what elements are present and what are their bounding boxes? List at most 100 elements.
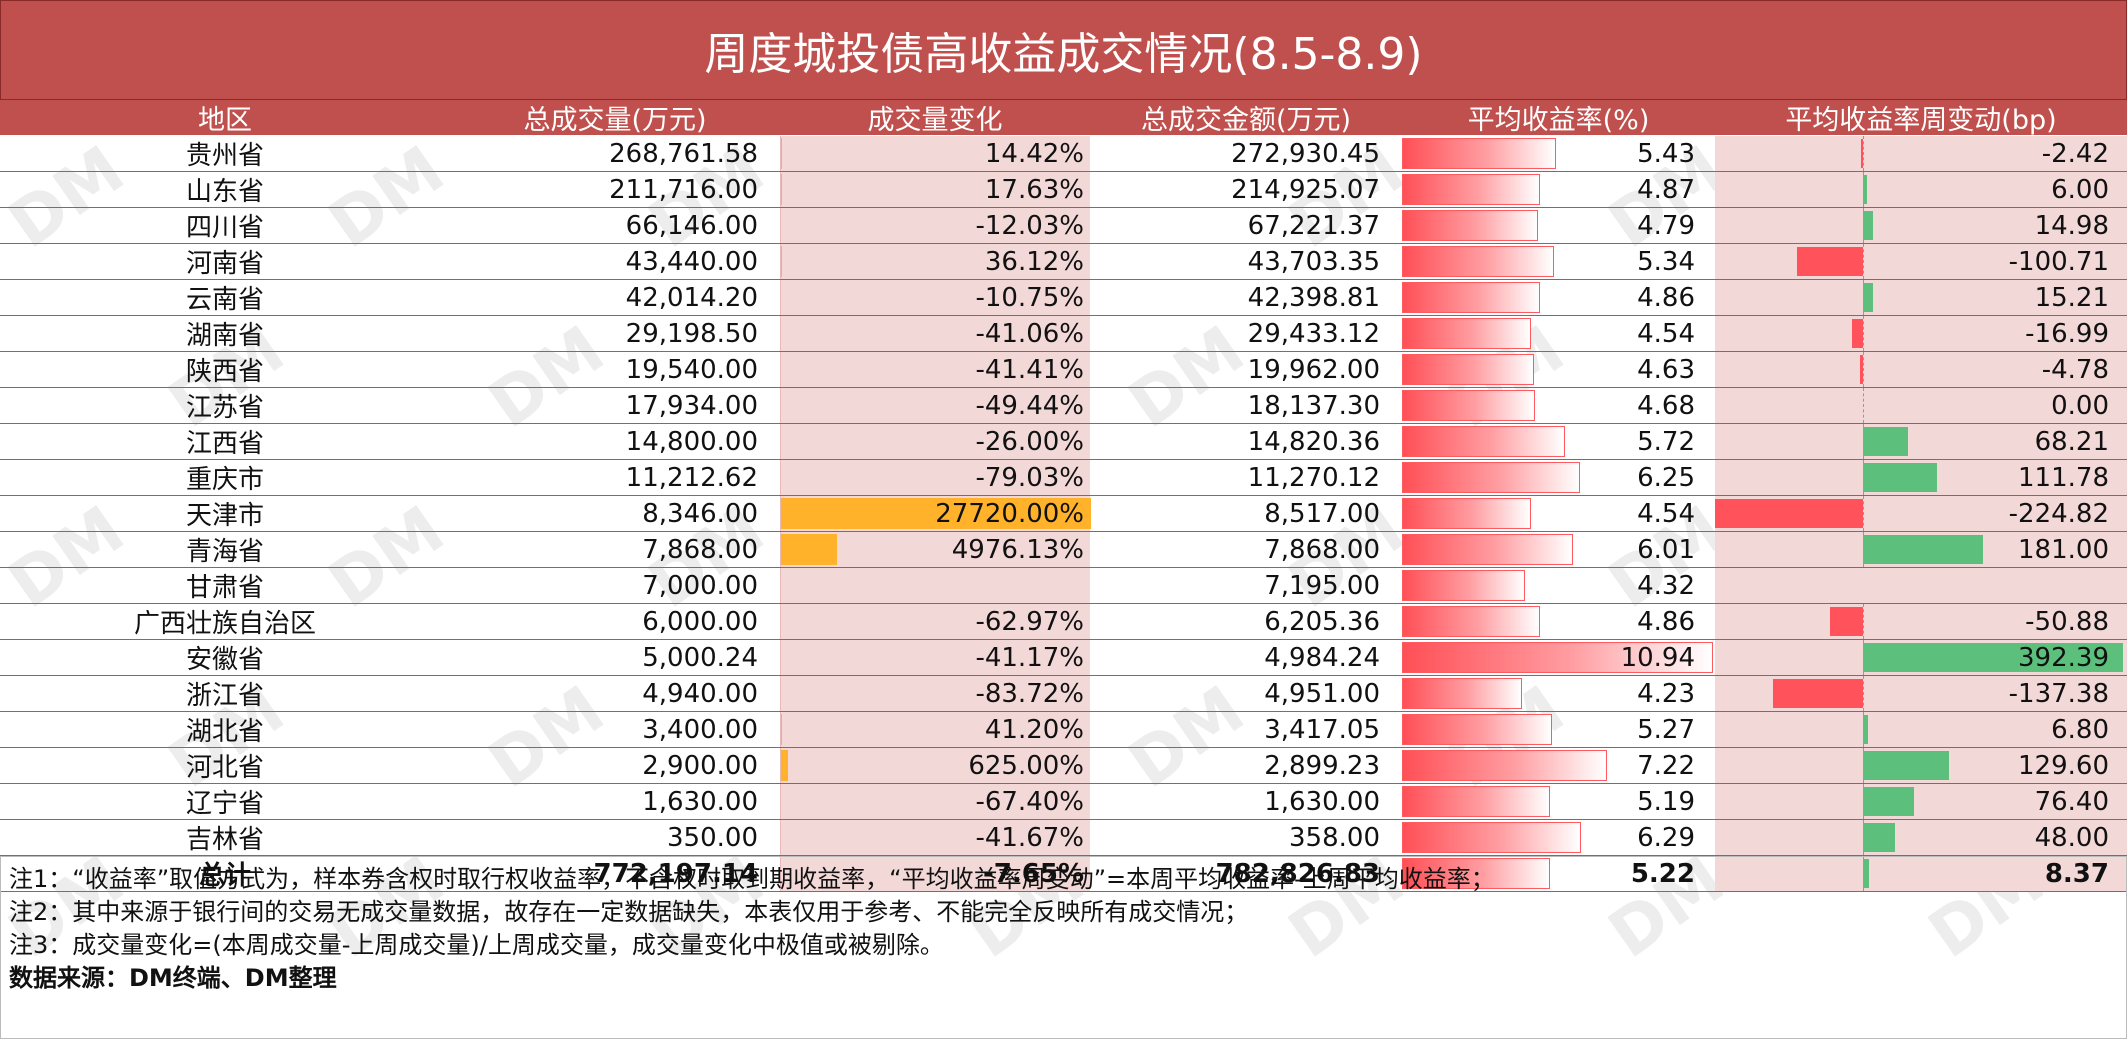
yield-change-cell-text: 76.40 (2034, 786, 2109, 817)
yield-change-negative-bar (1851, 319, 1863, 348)
volume-change-cell-text: 14.42% (984, 138, 1084, 169)
yield-change-cell-text: 48.00 (2034, 822, 2109, 853)
yield-change-axis (1863, 136, 1864, 171)
avg-yield-cell-text: 4.79 (1637, 210, 1695, 241)
yield-change-axis (1863, 676, 1864, 711)
amount-cell: 8,517.00 (1090, 496, 1402, 531)
amount-cell-text: 19,962.00 (1247, 354, 1380, 385)
volume-cell: 1,630.00 (450, 784, 780, 819)
avg-yield-cell: 5.27 (1402, 712, 1715, 747)
region-cell: 浙江省 (0, 676, 450, 711)
volume-cell: 7,000.00 (450, 568, 780, 603)
volume-change-cell-text: -12.03% (975, 210, 1084, 241)
yield-change-positive-bar (1863, 211, 1873, 240)
yield-change-cell: -2.42 (1715, 136, 2127, 171)
yield-change-axis (1863, 352, 1864, 387)
table-row: 河南省 43,440.00 36.12% 43,703.35 5.34 -100.71 (0, 244, 2127, 280)
volume-change-cell-text: 17.63% (984, 174, 1084, 205)
volume-change-cell-text: 41.20% (984, 714, 1084, 745)
table-row: 云南省 42,014.20 -10.75% 42,398.81 4.86 15.21 (0, 280, 2127, 316)
region-cell-text: 浙江省 (185, 681, 264, 711)
region-cell-text: 江西省 (185, 429, 264, 459)
region-cell: 安徽省 (0, 640, 450, 675)
avg-yield-cell-text: 6.25 (1637, 462, 1695, 493)
yield-change-positive-bar (1863, 643, 2123, 672)
amount-cell: 4,951.00 (1090, 676, 1402, 711)
volume-cell-text: 17,934.00 (625, 390, 758, 421)
avg-yield-bar (1402, 678, 1523, 709)
volume-change-cell-text: -62.97% (975, 606, 1084, 637)
volume-cell: 17,934.00 (450, 388, 780, 423)
volume-change-bar (781, 138, 782, 169)
amount-cell-text: 272,930.45 (1231, 138, 1380, 169)
header-volume-change: 成交量变化 (867, 105, 1003, 136)
header-yield-change: 平均收益率周变动(bp) (1785, 105, 2057, 136)
volume-cell-text: 2,900.00 (642, 750, 758, 781)
avg-yield-bar (1402, 498, 1532, 529)
total-row: 总计 772,197.14 -7.65% 782,826.83 5.22 8.37 (0, 856, 2127, 892)
volume-change-cell: -41.17% (780, 640, 1090, 675)
region-cell-text: 辽宁省 (185, 789, 264, 819)
yield-change-cell: -4.78 (1715, 352, 2127, 387)
volume-change-cell: -26.00% (780, 424, 1090, 459)
avg-yield-bar (1402, 858, 1551, 889)
avg-yield-bar (1402, 138, 1557, 169)
volume-change-cell: 4976.13% (780, 532, 1090, 567)
avg-yield-cell: 5.19 (1402, 784, 1715, 819)
avg-yield-cell-text: 4.63 (1637, 354, 1695, 385)
table-row: 重庆市 11,212.62 -79.03% 11,270.12 6.25 111.78 (0, 460, 2127, 496)
amount-cell-text: 18,137.30 (1247, 390, 1380, 421)
amount-cell-text: 4,984.24 (1264, 642, 1380, 673)
yield-change-negative-bar (1772, 679, 1863, 708)
region-cell: 重庆市 (0, 460, 450, 495)
yield-change-positive-bar (1863, 751, 1949, 780)
region-cell: 辽宁省 (0, 784, 450, 819)
avg-yield-cell-text: 4.68 (1637, 390, 1695, 421)
volume-change-bar (781, 714, 782, 745)
volume-cell: 42,014.20 (450, 280, 780, 315)
notes-section: 注1：“收益率”取值方式为，样本券含权时取行权收益率，不含权时取到期收益率，“平… (0, 856, 2127, 1039)
volume-cell-text: 6,000.00 (642, 606, 758, 637)
yield-change-positive-bar (1863, 823, 1895, 852)
yield-change-cell: 8.37 (1715, 856, 2127, 891)
region-cell: 江苏省 (0, 388, 450, 423)
avg-yield-cell-text: 5.27 (1637, 714, 1695, 745)
volume-change-cell-text: -41.41% (975, 354, 1084, 385)
yield-change-cell-text: 129.60 (2018, 750, 2109, 781)
volume-change-bar (781, 750, 788, 781)
table-row: 四川省 66,146.00 -12.03% 67,221.37 4.79 14.98 (0, 208, 2127, 244)
yield-change-positive-bar (1863, 859, 1869, 888)
volume-change-cell-text: -41.67% (975, 822, 1084, 853)
volume-cell-text: 211,716.00 (609, 174, 758, 205)
amount-cell-text: 6,205.36 (1264, 606, 1380, 637)
amount-cell: 14,820.36 (1090, 424, 1402, 459)
avg-yield-cell: 4.79 (1402, 208, 1715, 243)
volume-change-cell (780, 568, 1090, 603)
table-row: 贵州省 268,761.58 14.42% 272,930.45 5.43 -2.42 (0, 136, 2127, 172)
amount-cell: 6,205.36 (1090, 604, 1402, 639)
region-cell-text: 湖南省 (185, 321, 264, 351)
table-row: 吉林省 350.00 -41.67% 358.00 6.29 48.00 (0, 820, 2127, 856)
yield-change-positive-bar (1863, 463, 1938, 492)
avg-yield-cell: 4.54 (1402, 496, 1715, 531)
region-cell: 四川省 (0, 208, 450, 243)
volume-change-cell-text: -26.00% (975, 426, 1084, 457)
volume-change-cell-text: -79.03% (975, 462, 1084, 493)
amount-cell-text: 7,195.00 (1264, 570, 1380, 601)
region-cell-text: 重庆市 (185, 465, 264, 495)
avg-yield-cell-text: 5.43 (1637, 138, 1695, 169)
yield-change-positive-bar (1863, 787, 1914, 816)
avg-yield-cell: 4.86 (1402, 604, 1715, 639)
yield-change-cell: 129.60 (1715, 748, 2127, 783)
avg-yield-cell: 5.34 (1402, 244, 1715, 279)
amount-cell-text: 7,868.00 (1264, 534, 1380, 565)
volume-change-bar (781, 246, 782, 277)
yield-change-cell-text: 181.00 (2018, 534, 2109, 565)
avg-yield-cell-text: 4.86 (1637, 606, 1695, 637)
avg-yield-cell-text: 5.72 (1637, 426, 1695, 457)
volume-cell: 43,440.00 (450, 244, 780, 279)
yield-change-positive-bar (1863, 715, 1868, 744)
amount-cell-text: 11,270.12 (1247, 462, 1380, 493)
volume-change-bar (781, 174, 782, 205)
avg-yield-bar (1402, 246, 1554, 277)
